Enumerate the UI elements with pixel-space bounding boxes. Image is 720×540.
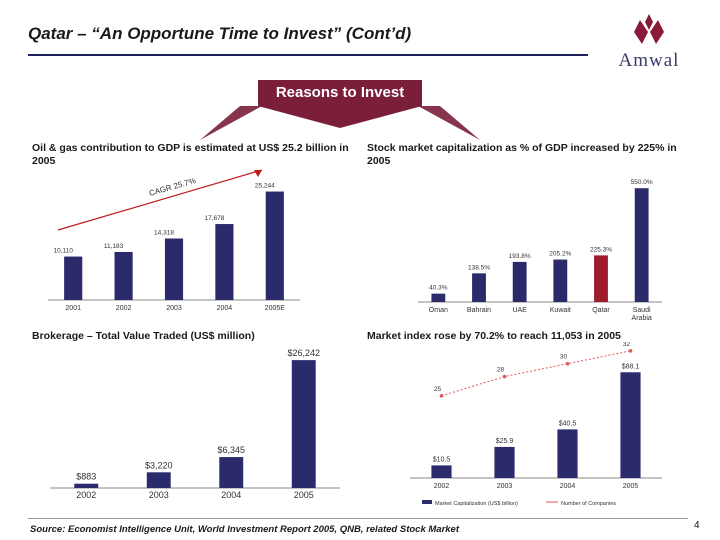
bar-value-label: 10,110: [53, 248, 73, 255]
bar-2004: [215, 224, 234, 300]
category-label: Saudi: [633, 307, 651, 314]
bar-value-label: $883: [76, 472, 96, 482]
footer-rule: [28, 518, 688, 519]
gdp-panel-label: Oil & gas contribution to GDP is estimat…: [32, 142, 349, 167]
companies-point: [439, 394, 444, 398]
bar-value-label: 550.0%: [631, 179, 653, 186]
category-label: 2005: [623, 483, 639, 490]
bar-2001: [64, 256, 83, 300]
bar-value-label: $10.5: [433, 456, 451, 463]
amwal-logo-icon: [634, 14, 664, 44]
bar-value-label: 14,318: [154, 229, 174, 236]
bar-2002: [431, 465, 452, 478]
category-label: Kuwait: [550, 307, 571, 314]
page-number: 4: [694, 520, 700, 531]
category-label: 2001: [65, 305, 81, 312]
bar-value-label: 11,183: [104, 243, 124, 250]
category-label: Arabia: [632, 315, 652, 322]
cagr-arrow: [57, 169, 263, 231]
category-label: 2004: [221, 490, 241, 500]
bar-2003: [494, 446, 515, 478]
bar-value-label: $6,345: [217, 445, 245, 455]
bar-bahrain: [472, 273, 486, 302]
category-label: 2003: [149, 490, 169, 500]
category-label: 2003: [166, 305, 182, 312]
bar-value-label: 193.8%: [509, 253, 531, 260]
gdp-bar-chart: 10,110 2001 11,183 2002 14,318 2003 17,678 2004…: [48, 169, 300, 312]
bar-value-label: 25,244: [255, 183, 275, 190]
bar-value-label: 225.3%: [590, 246, 612, 253]
source-note: Source: Economist Intelligence Unit, Wor…: [30, 524, 460, 535]
companies-value-label: 30: [560, 354, 568, 361]
bar-2004: [219, 457, 244, 488]
bar-2002: [114, 251, 133, 300]
bar-saudi-arabia: [634, 188, 649, 302]
category-label: 2002: [116, 305, 132, 312]
companies-value-label: 25: [434, 386, 442, 393]
companies-value-label: 28: [497, 367, 505, 374]
legend-swatch-mcap: [422, 500, 432, 504]
bar-value-label: $25.9: [496, 438, 514, 445]
bar-value-label: 17,678: [204, 215, 224, 222]
cagr-label: CAGR 25.7%: [148, 176, 197, 198]
bar-uae: [512, 261, 527, 302]
bar-2005e: [265, 191, 284, 300]
index-combo-chart: $10.5 2002 $25.9 2003 $40.5 2004 $88.1 2005 25 28…: [410, 342, 662, 507]
bar-kuwait: [553, 259, 568, 302]
bar-value-label: $26,242: [287, 348, 320, 358]
companies-point: [628, 349, 633, 353]
title-underline: [28, 54, 588, 56]
bar-2002: [74, 483, 99, 488]
page-title: Qatar – “An Opportune Time to Invest” (C…: [28, 24, 412, 43]
companies-point: [565, 361, 570, 366]
category-label: 2003: [497, 483, 513, 490]
mcap-panel-label: Stock market capitalization as % of GDP …: [367, 142, 677, 167]
bar-value-label: 138.5%: [468, 264, 490, 271]
bar-2003: [146, 472, 171, 488]
bar-value-label: $88.1: [622, 363, 640, 370]
bar-value-label: 205.2%: [549, 251, 571, 258]
reasons-banner: Reasons to Invest: [258, 80, 422, 106]
cagr-arrowhead: [254, 170, 262, 177]
bar-value-label: $40.5: [559, 420, 577, 427]
category-label: 2005: [294, 490, 314, 500]
bar-2003: [164, 238, 184, 300]
bar-2005: [291, 360, 316, 488]
brokerage-panel-label: Brokerage – Total Value Traded (US$ mill…: [32, 330, 255, 342]
category-label: 2004: [217, 305, 233, 312]
companies-line: [441, 350, 631, 397]
companies-value-label: 32: [623, 342, 631, 348]
legend-label-companies: Number of Companies: [561, 501, 616, 507]
category-label: 2005E: [265, 305, 286, 312]
bar-2004: [557, 429, 578, 478]
category-label: 2004: [560, 483, 576, 490]
bar-value-label: 40.3%: [429, 285, 448, 292]
brokerage-bar-chart: $883 2002 $3,220 2003 $6,345 2004 $26,242 2005: [50, 348, 340, 500]
category-label: 2002: [76, 490, 96, 500]
legend-label-mcap: Market Capitalization (US$ billion): [435, 501, 518, 507]
mcap-bar-chart: 40.3% Oman 138.5% Bahrain 193.8% UAE 205.2% Kuw…: [418, 179, 662, 322]
category-label: Qatar: [592, 307, 610, 314]
category-label: Oman: [429, 307, 448, 314]
bar-value-label: $3,220: [145, 460, 173, 470]
category-label: 2002: [434, 483, 450, 490]
category-label: UAE: [512, 307, 527, 314]
bar-qatar: [594, 255, 608, 302]
bar-2005: [620, 372, 641, 478]
companies-point: [502, 374, 507, 379]
category-label: Bahrain: [467, 307, 491, 314]
bar-oman: [431, 293, 446, 302]
logo-text: Amwal: [618, 50, 680, 71]
index-panel-label: Market index rose by 70.2% to reach 11,0…: [367, 330, 621, 342]
